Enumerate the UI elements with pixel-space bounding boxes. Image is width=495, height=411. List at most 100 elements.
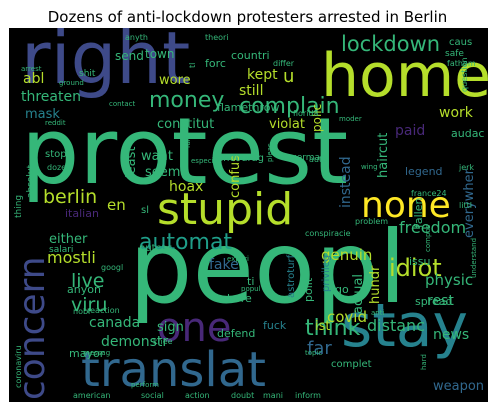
word-reddit: reddit — [45, 119, 66, 127]
word-actual: actual — [351, 273, 366, 314]
word-googl: googl — [101, 263, 124, 272]
word-polit: polit — [302, 277, 315, 302]
word-seem: seem — [145, 165, 181, 180]
word-distanc: distanc — [367, 316, 425, 335]
word-issu: issu — [409, 255, 431, 268]
word-messag: messag — [83, 349, 111, 357]
word-legend: legend — [405, 165, 443, 178]
word-bore: bore — [227, 292, 252, 305]
word-american: american — [73, 391, 111, 400]
word-still: still — [239, 83, 264, 99]
word-theori: theori — [205, 33, 229, 42]
word-fuck: fuck — [263, 319, 287, 332]
word-abl: abl — [23, 71, 45, 87]
word-mani: mani — [263, 391, 283, 400]
word-complain: complain — [239, 94, 340, 119]
word-genuin: genuin — [321, 246, 373, 264]
word-threaten: threaten — [21, 89, 81, 105]
word-compos: compos — [424, 224, 432, 252]
word-knee: knee — [153, 337, 173, 346]
word-protest: protest — [21, 98, 349, 205]
word-hard: hard — [420, 354, 428, 370]
word-canada: canada — [89, 315, 141, 331]
word-topic: topic — [305, 349, 323, 357]
word-social: social — [141, 391, 164, 400]
word-work: work — [439, 105, 473, 121]
word-home: home — [321, 41, 488, 111]
word-forc: forc — [205, 57, 226, 70]
word-complet: complet — [331, 359, 372, 370]
word-fathom: fathom — [447, 59, 476, 68]
word-sign: sign — [157, 320, 184, 335]
word-stay: stay — [341, 291, 469, 361]
word-flamethrow: flamethrow — [217, 101, 280, 114]
word-ist: ist — [315, 319, 331, 334]
word-constitut: constitut — [157, 117, 215, 132]
word-u: u — [283, 66, 295, 87]
word-live: live — [71, 270, 105, 292]
word-auto: auto — [309, 155, 328, 164]
word-hundr: hundr — [368, 265, 383, 304]
word-hoax: hoax — [169, 179, 204, 195]
word-ti: ti — [247, 275, 255, 288]
word-cloud: protest peopl right home stay translat s… — [9, 28, 488, 402]
word-especi: especi — [191, 157, 214, 165]
word-wore: wore — [159, 73, 191, 88]
word-stop: stop — [45, 149, 67, 160]
word-experi: experi — [227, 255, 249, 263]
word-send: send — [115, 49, 144, 63]
word-privileg: privileg — [321, 254, 332, 292]
word-berlin: berlin — [43, 186, 98, 208]
word-arrest: arrest — [21, 65, 42, 73]
word-least: least — [124, 146, 139, 178]
word-covid: covid — [327, 308, 367, 326]
word-absolut: absolut — [26, 164, 36, 198]
word-right: right — [21, 28, 191, 100]
word-moder: moder — [339, 115, 362, 123]
word-dozen: dozen — [47, 163, 72, 172]
word-understand: understand — [470, 237, 478, 278]
word-encourag: encourag — [217, 153, 265, 164]
word-spread: spread — [415, 295, 453, 308]
word-anti: anti — [371, 309, 385, 317]
word-coronaviru: coronaviru — [14, 345, 23, 388]
word-fail: fail — [184, 137, 192, 148]
word-violat: violat — [269, 117, 305, 132]
word-physic: physic — [425, 271, 474, 289]
word-ground: ground — [59, 79, 84, 87]
word-shit: shit — [79, 69, 96, 79]
word-question: question — [460, 57, 469, 92]
word-tl: tl — [188, 62, 197, 68]
word-differ: differ — [273, 59, 295, 68]
word-sl: sl — [141, 205, 149, 216]
word-anyth: anyth — [125, 33, 148, 42]
word-rest: rest — [427, 293, 454, 309]
word-thing: thing — [14, 194, 24, 218]
word-reaction: reaction — [87, 306, 120, 315]
word-think: think — [305, 316, 361, 341]
word-inform: inform — [295, 391, 321, 400]
word-action: action — [185, 391, 210, 400]
word-fake: fake — [209, 257, 239, 273]
word-nutcas: nutcas — [139, 243, 173, 254]
word-mostli: mostli — [47, 248, 96, 267]
word-perform: perform — [131, 381, 159, 389]
word-fallen: fallen — [412, 197, 425, 228]
word-town: town — [145, 47, 175, 61]
word-demonstr: demonstr — [101, 334, 169, 350]
word-popul: popul — [241, 285, 261, 293]
word-salari: salari — [49, 245, 74, 255]
word-mask: mask — [25, 107, 60, 122]
word-one: one — [157, 305, 232, 351]
word-stupid: stupid — [157, 184, 294, 235]
word-italian: italian — [65, 207, 99, 220]
word-kept: kept — [247, 67, 278, 83]
word-far: far — [307, 338, 332, 359]
word-problem: problem — [355, 217, 389, 226]
word-translat: translat — [81, 342, 266, 398]
word-viru: viru — [71, 294, 108, 316]
word-pleas: pleas — [266, 143, 274, 162]
word-en: en — [107, 196, 126, 214]
word-doubt: doubt — [231, 391, 255, 400]
word-paid: paid — [395, 123, 426, 139]
